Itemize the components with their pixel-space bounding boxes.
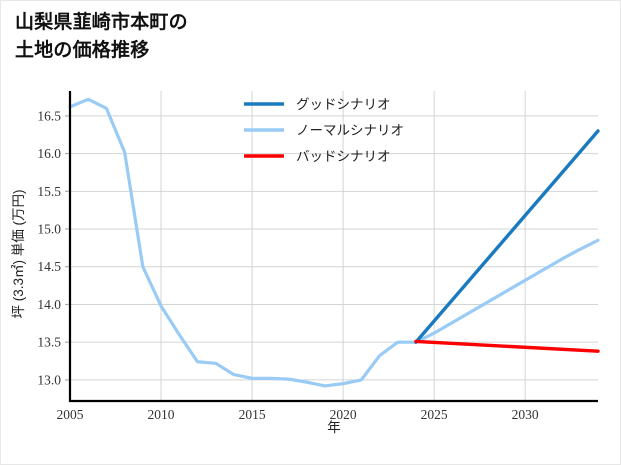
series-line-good <box>414 129 600 344</box>
y-tick-label: 14.5 <box>37 259 61 274</box>
y-tick-label: 13.5 <box>37 335 61 350</box>
series-line-normal <box>68 97 600 388</box>
y-tick-label: 16.5 <box>37 108 61 123</box>
y-axis-label: 坪 (3.3㎡) 単価 (万円) <box>11 189 26 318</box>
y-tick-label: 14.0 <box>37 297 61 312</box>
x-tick-label: 2005 <box>57 407 84 422</box>
y-tick-label: 15.0 <box>37 222 61 237</box>
legend-label: バッドシナリオ <box>296 149 391 164</box>
axis-spine-path <box>68 91 598 403</box>
y-tick-label: 13.0 <box>37 372 61 387</box>
x-tick-label: 2020 <box>330 407 357 422</box>
legend-label: ノーマルシナリオ <box>296 123 404 138</box>
y-tick-label: 16.0 <box>37 146 61 161</box>
x-tick-label: 2030 <box>512 407 539 422</box>
page-title: 山梨県韮崎市本町の 土地の価格推移 <box>15 12 188 61</box>
legend-label: グッドシナリオ <box>296 97 391 112</box>
gridlines-group <box>69 91 598 401</box>
axis-spines <box>68 91 598 403</box>
y-tick-labels-group: 13.0 13.5 14.0 14.5 15.0 15.5 16.0 16.5 <box>37 108 61 387</box>
y-tick-label: 15.5 <box>37 184 61 199</box>
x-tick-labels-group: 2005 2010 2015 2020 2025 2030 <box>57 407 539 422</box>
series-line-bad <box>414 339 600 353</box>
x-tick-label: 2025 <box>421 407 448 422</box>
x-axis-label: 年 <box>327 420 341 435</box>
x-tick-label: 2010 <box>148 407 175 422</box>
x-tick-label: 2015 <box>239 407 266 422</box>
series-group <box>68 97 600 388</box>
